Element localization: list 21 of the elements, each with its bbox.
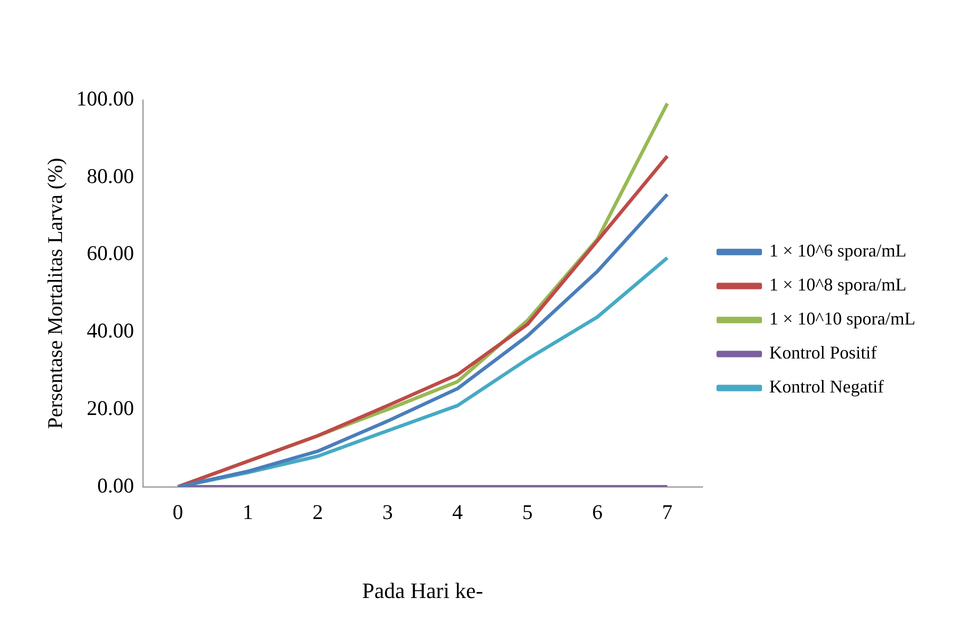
x-tick-label: 1 [242,500,254,524]
x-axis-title: Pada Hari ke- [362,578,484,603]
legend-label: Kontrol Positif [769,342,877,363]
legend-label: Kontrol Negatif [769,376,884,397]
x-tick-label: 5 [522,500,533,524]
y-tick-label: 0.00 [97,473,134,498]
x-tick-label: 3 [382,500,393,524]
x-tick-label: 2 [312,500,323,524]
legend-label: 1 × 10^6 spora/mL [769,240,906,261]
y-axis-title: Persentase Mortalitas Larva (%) [43,158,68,429]
y-tick-label: 100.00 [76,86,134,111]
x-tick-label: 7 [662,500,673,524]
y-tick-label: 80.00 [86,164,134,188]
x-tick-label: 6 [592,500,603,524]
x-tick-label: 4 [452,500,464,524]
y-tick-label: 40.00 [86,318,134,343]
x-tick-label: 0 [172,500,184,524]
legend-label: 1 × 10^8 spora/mL [769,274,906,295]
legend-label: 1 × 10^10 spora/mL [769,308,916,329]
y-tick-label: 20.00 [86,396,134,420]
y-tick-label: 60.00 [86,241,134,266]
